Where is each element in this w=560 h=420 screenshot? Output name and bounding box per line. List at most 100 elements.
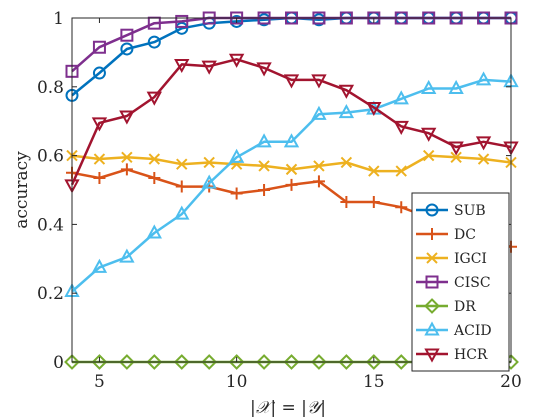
y-tick-label: 0.8 (37, 78, 64, 98)
legend: SUB DC IGCI CISC DR ACID HCR (411, 192, 510, 372)
data-point-hcr (256, 62, 272, 77)
data-point-igci (93, 153, 106, 165)
data-point-acid (475, 71, 492, 86)
data-point-igci (121, 151, 133, 164)
data-point-dc (258, 184, 271, 196)
data-point-sub (175, 21, 189, 35)
data-point-hcr (119, 110, 135, 125)
data-point-hcr (91, 117, 108, 132)
data-point-dr (173, 354, 190, 370)
x-axis-label: |𝒳| = |𝒴| (250, 398, 326, 418)
y-tick-label: 1 (53, 9, 64, 29)
data-point-dr (228, 354, 245, 370)
data-point-igci (368, 165, 380, 177)
data-point-igci (203, 156, 215, 169)
data-point-acid (283, 133, 300, 148)
legend-swatch-marker (426, 228, 438, 240)
data-point-dc (230, 187, 243, 200)
axes-box (71, 17, 512, 363)
series-igci (66, 149, 517, 177)
data-point-cisc (175, 14, 189, 28)
data-point-dr (393, 354, 410, 370)
series-line-acid (71, 78, 512, 293)
legend-swatch-marker (424, 298, 440, 314)
series-acid (64, 71, 519, 297)
data-point-dr (256, 354, 272, 370)
data-point-sub (92, 66, 106, 80)
data-point-acid (174, 205, 190, 220)
data-point-dr (64, 354, 80, 370)
data-point-acid (421, 79, 437, 95)
data-point-igci (477, 153, 490, 165)
legend-label: HCR (454, 347, 488, 363)
data-point-igci (148, 153, 161, 165)
series-hcr (64, 53, 519, 194)
data-point-sub (147, 35, 161, 49)
legend-swatch-marker (426, 252, 438, 264)
x-tick-label: 20 (500, 372, 522, 392)
legend-label: DR (454, 299, 476, 315)
data-point-dr (118, 354, 135, 370)
data-point-hcr (338, 84, 355, 99)
data-point-dr (283, 354, 300, 370)
data-point-acid (119, 248, 135, 263)
data-point-dc (175, 180, 188, 193)
data-point-hcr (393, 120, 409, 135)
data-point-hcr (228, 53, 245, 68)
data-point-igci (285, 163, 298, 176)
data-point-acid (338, 104, 355, 119)
data-point-igci (313, 160, 325, 172)
data-point-hcr (448, 141, 464, 156)
data-point-sub (120, 42, 134, 56)
data-point-dr (146, 354, 163, 370)
data-point-cisc (92, 40, 106, 54)
legend-label: ACID (453, 323, 492, 339)
x-tick-label: 15 (363, 372, 385, 392)
data-point-dc (148, 171, 161, 184)
data-point-acid (393, 90, 409, 105)
data-point-igci (176, 158, 188, 170)
data-point-acid (201, 174, 217, 189)
data-point-dc (395, 201, 408, 214)
data-point-acid (448, 79, 464, 95)
data-point-acid (311, 105, 327, 120)
data-point-acid (146, 224, 162, 239)
data-point-acid (228, 148, 245, 163)
data-point-hcr (311, 74, 327, 89)
data-point-dc (312, 175, 325, 188)
data-point-dc (93, 171, 106, 184)
legend-entry-dc: DC (416, 227, 476, 243)
data-point-dr (91, 354, 108, 370)
legend-label: IGCI (454, 251, 487, 267)
legend-swatch-marker (424, 321, 440, 336)
data-point-hcr (283, 74, 300, 89)
legend-entry-acid: ACID (416, 321, 492, 339)
data-point-dc (367, 196, 380, 209)
x-tick-label: 5 (94, 372, 105, 392)
legend-swatch-marker (425, 203, 439, 217)
legend-swatch-marker (424, 348, 440, 363)
data-point-igci (340, 156, 353, 169)
legend-entry-hcr: HCR (416, 347, 488, 363)
data-point-dr (201, 354, 218, 370)
data-point-hcr (366, 101, 382, 117)
series-line-hcr (70, 58, 512, 186)
data-point-dc (285, 178, 298, 191)
data-point-dr (365, 354, 382, 370)
data-point-hcr (421, 127, 437, 142)
data-point-igci (258, 160, 270, 172)
data-point-hcr (174, 58, 190, 74)
legend-entry-igci: IGCI (416, 251, 487, 267)
data-point-igci (395, 165, 407, 177)
legend-entry-dr: DR (416, 298, 476, 315)
legend-swatch-marker (425, 275, 439, 289)
data-point-cisc (120, 28, 134, 42)
legend-label: SUB (454, 203, 486, 219)
data-point-igci (422, 149, 435, 162)
data-point-dr (311, 354, 327, 370)
data-point-hcr (201, 60, 217, 75)
legend-entry-cisc: CISC (416, 275, 491, 291)
data-point-hcr (475, 136, 492, 151)
data-point-dc (120, 163, 133, 176)
